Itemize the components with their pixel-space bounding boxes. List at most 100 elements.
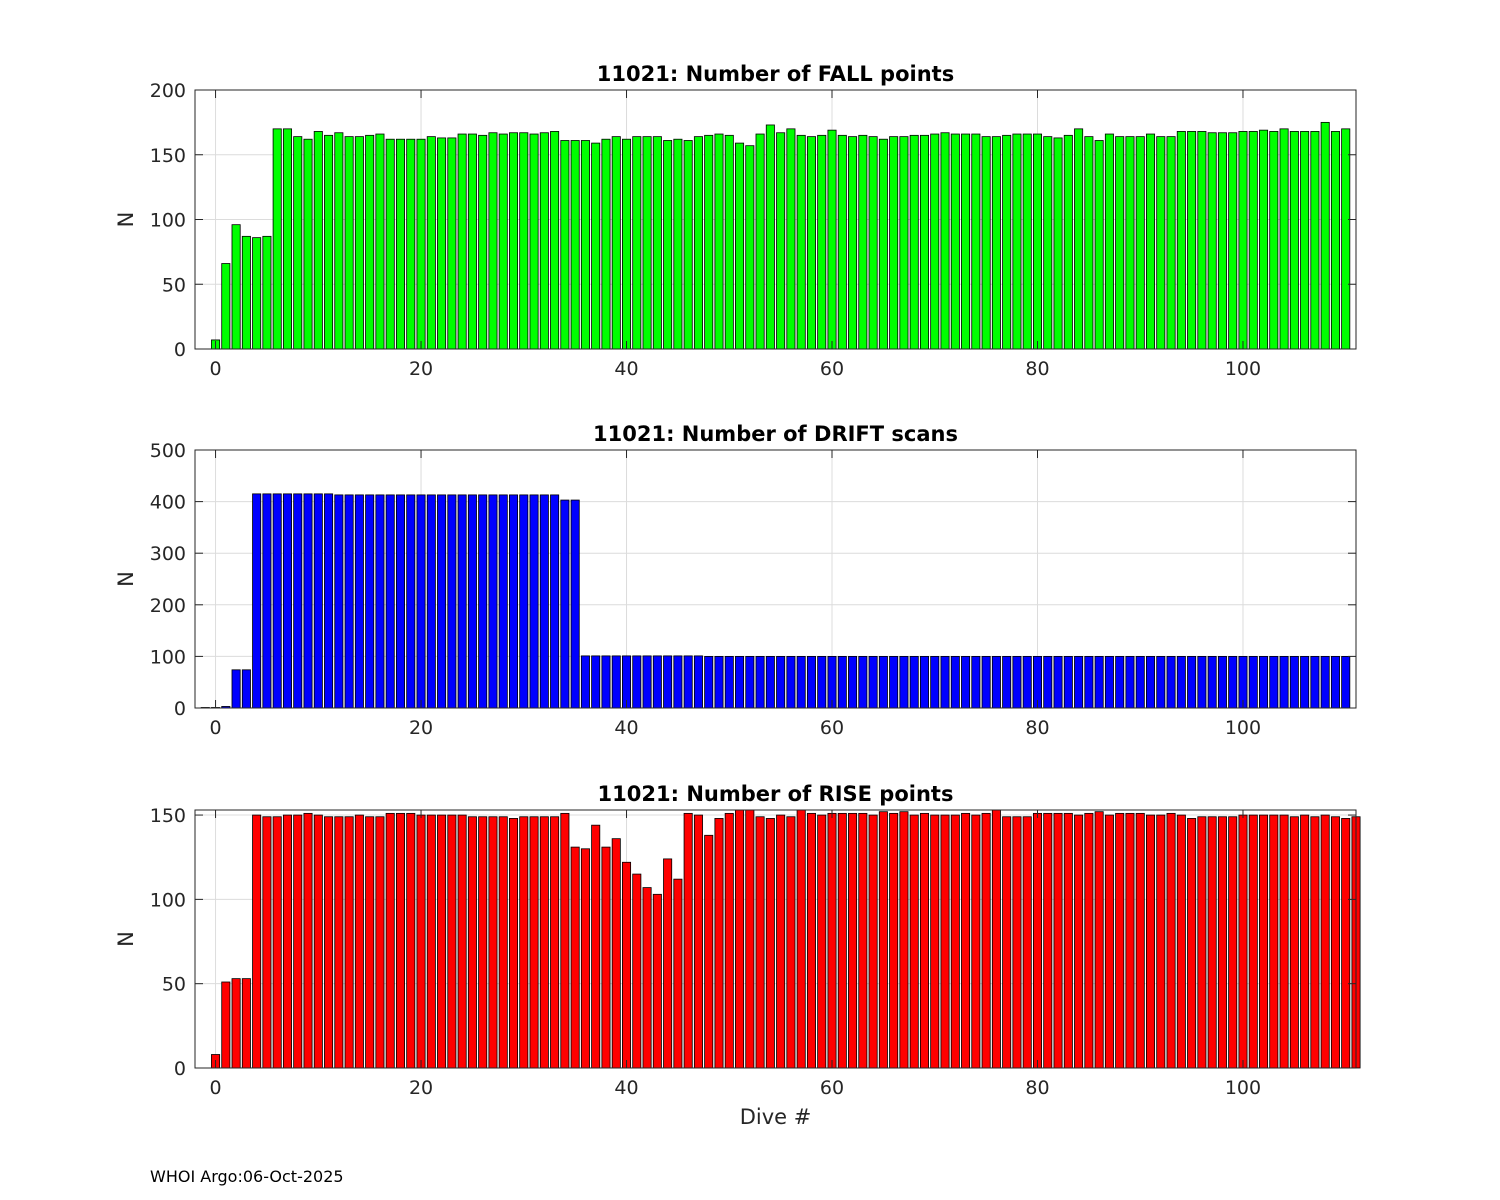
bar (981, 812, 991, 1069)
bar (467, 494, 477, 709)
bar (1063, 812, 1073, 1069)
bar (293, 136, 303, 350)
bar (395, 812, 405, 1069)
x-tick-label: 0 (210, 358, 222, 380)
bar (755, 816, 765, 1069)
bar (1094, 656, 1104, 709)
bar (981, 656, 991, 709)
bar (1197, 131, 1207, 350)
bar (344, 494, 354, 709)
y-tick-label: 0 (174, 698, 186, 720)
bar (416, 814, 426, 1069)
bar (961, 656, 971, 709)
bar (961, 812, 971, 1069)
bar (796, 134, 806, 350)
bar (570, 140, 580, 350)
y-tick-label: 100 (150, 889, 186, 911)
bar (1104, 656, 1114, 709)
bar (1146, 814, 1156, 1069)
bar (324, 493, 334, 709)
bar (601, 655, 611, 709)
bar (457, 494, 467, 709)
bar (519, 494, 529, 709)
chart-title: 11021: Number of DRIFT scans (593, 422, 958, 446)
bar (1207, 132, 1217, 350)
bar (1176, 131, 1186, 350)
bar (868, 656, 878, 709)
bar (457, 133, 467, 350)
bar (817, 656, 827, 709)
x-tick-label: 0 (210, 717, 222, 739)
bar (1187, 656, 1197, 709)
bar (1320, 121, 1330, 350)
bar (334, 132, 344, 350)
bar (488, 494, 498, 709)
bar (550, 131, 560, 350)
bar (1156, 136, 1166, 350)
bar (580, 140, 590, 350)
bar (652, 655, 662, 709)
bar (1032, 812, 1043, 1069)
bar (786, 816, 796, 1069)
bar (632, 655, 642, 709)
bar (262, 493, 272, 709)
x-tick-label: 0 (210, 1077, 222, 1099)
bar (282, 814, 292, 1069)
bar (745, 145, 755, 350)
bar (344, 816, 354, 1069)
rise-points-chart: 0 20 40 60 80 100 0 50 100 150 11021: Number of RI… (114, 782, 1361, 1129)
bar (570, 499, 580, 709)
bar (1053, 137, 1063, 350)
bar (663, 140, 673, 350)
bar (447, 814, 457, 1069)
bar (437, 494, 447, 709)
bar (899, 136, 909, 350)
bar (580, 655, 590, 709)
bar (1330, 656, 1340, 709)
bar (1146, 133, 1156, 350)
bar (950, 656, 960, 709)
bar (735, 809, 745, 1069)
y-tick-label: 200 (150, 80, 186, 102)
bar (591, 655, 601, 709)
bar (611, 838, 621, 1069)
bar (478, 134, 488, 350)
axes-box (194, 449, 1357, 709)
bar (601, 846, 611, 1069)
bar (365, 816, 375, 1069)
drift-scans-chart: 0 20 40 60 80 100 0 100 200 300 400 500 11021: Numbe… (114, 422, 1357, 739)
bar (334, 494, 344, 709)
bar (714, 133, 724, 350)
bar (1043, 812, 1053, 1069)
bar (735, 142, 745, 350)
bar (1166, 812, 1176, 1069)
y-tick-label: 500 (150, 440, 186, 462)
bar (755, 656, 765, 709)
bar (940, 814, 950, 1069)
bar (416, 494, 426, 709)
y-axis-label: N (114, 212, 138, 228)
bar (1259, 814, 1269, 1069)
bar (293, 814, 303, 1069)
bar (1341, 656, 1351, 709)
y-tick-label: 50 (162, 274, 186, 296)
bar (1228, 816, 1238, 1069)
bar (1053, 656, 1063, 709)
bar (1248, 131, 1258, 350)
bar (1094, 811, 1104, 1069)
bar (529, 494, 539, 709)
y-tick-label: 200 (150, 595, 186, 617)
bar (950, 814, 960, 1069)
bar (622, 138, 632, 350)
bar (1074, 814, 1084, 1069)
bar (1012, 133, 1022, 350)
x-axis-label: Dive # (740, 1105, 812, 1129)
bar (1330, 131, 1340, 350)
bar (313, 493, 323, 709)
bar (693, 136, 703, 350)
bar (827, 812, 837, 1069)
bar (714, 818, 724, 1069)
bar (1289, 816, 1299, 1069)
bar (663, 655, 673, 709)
